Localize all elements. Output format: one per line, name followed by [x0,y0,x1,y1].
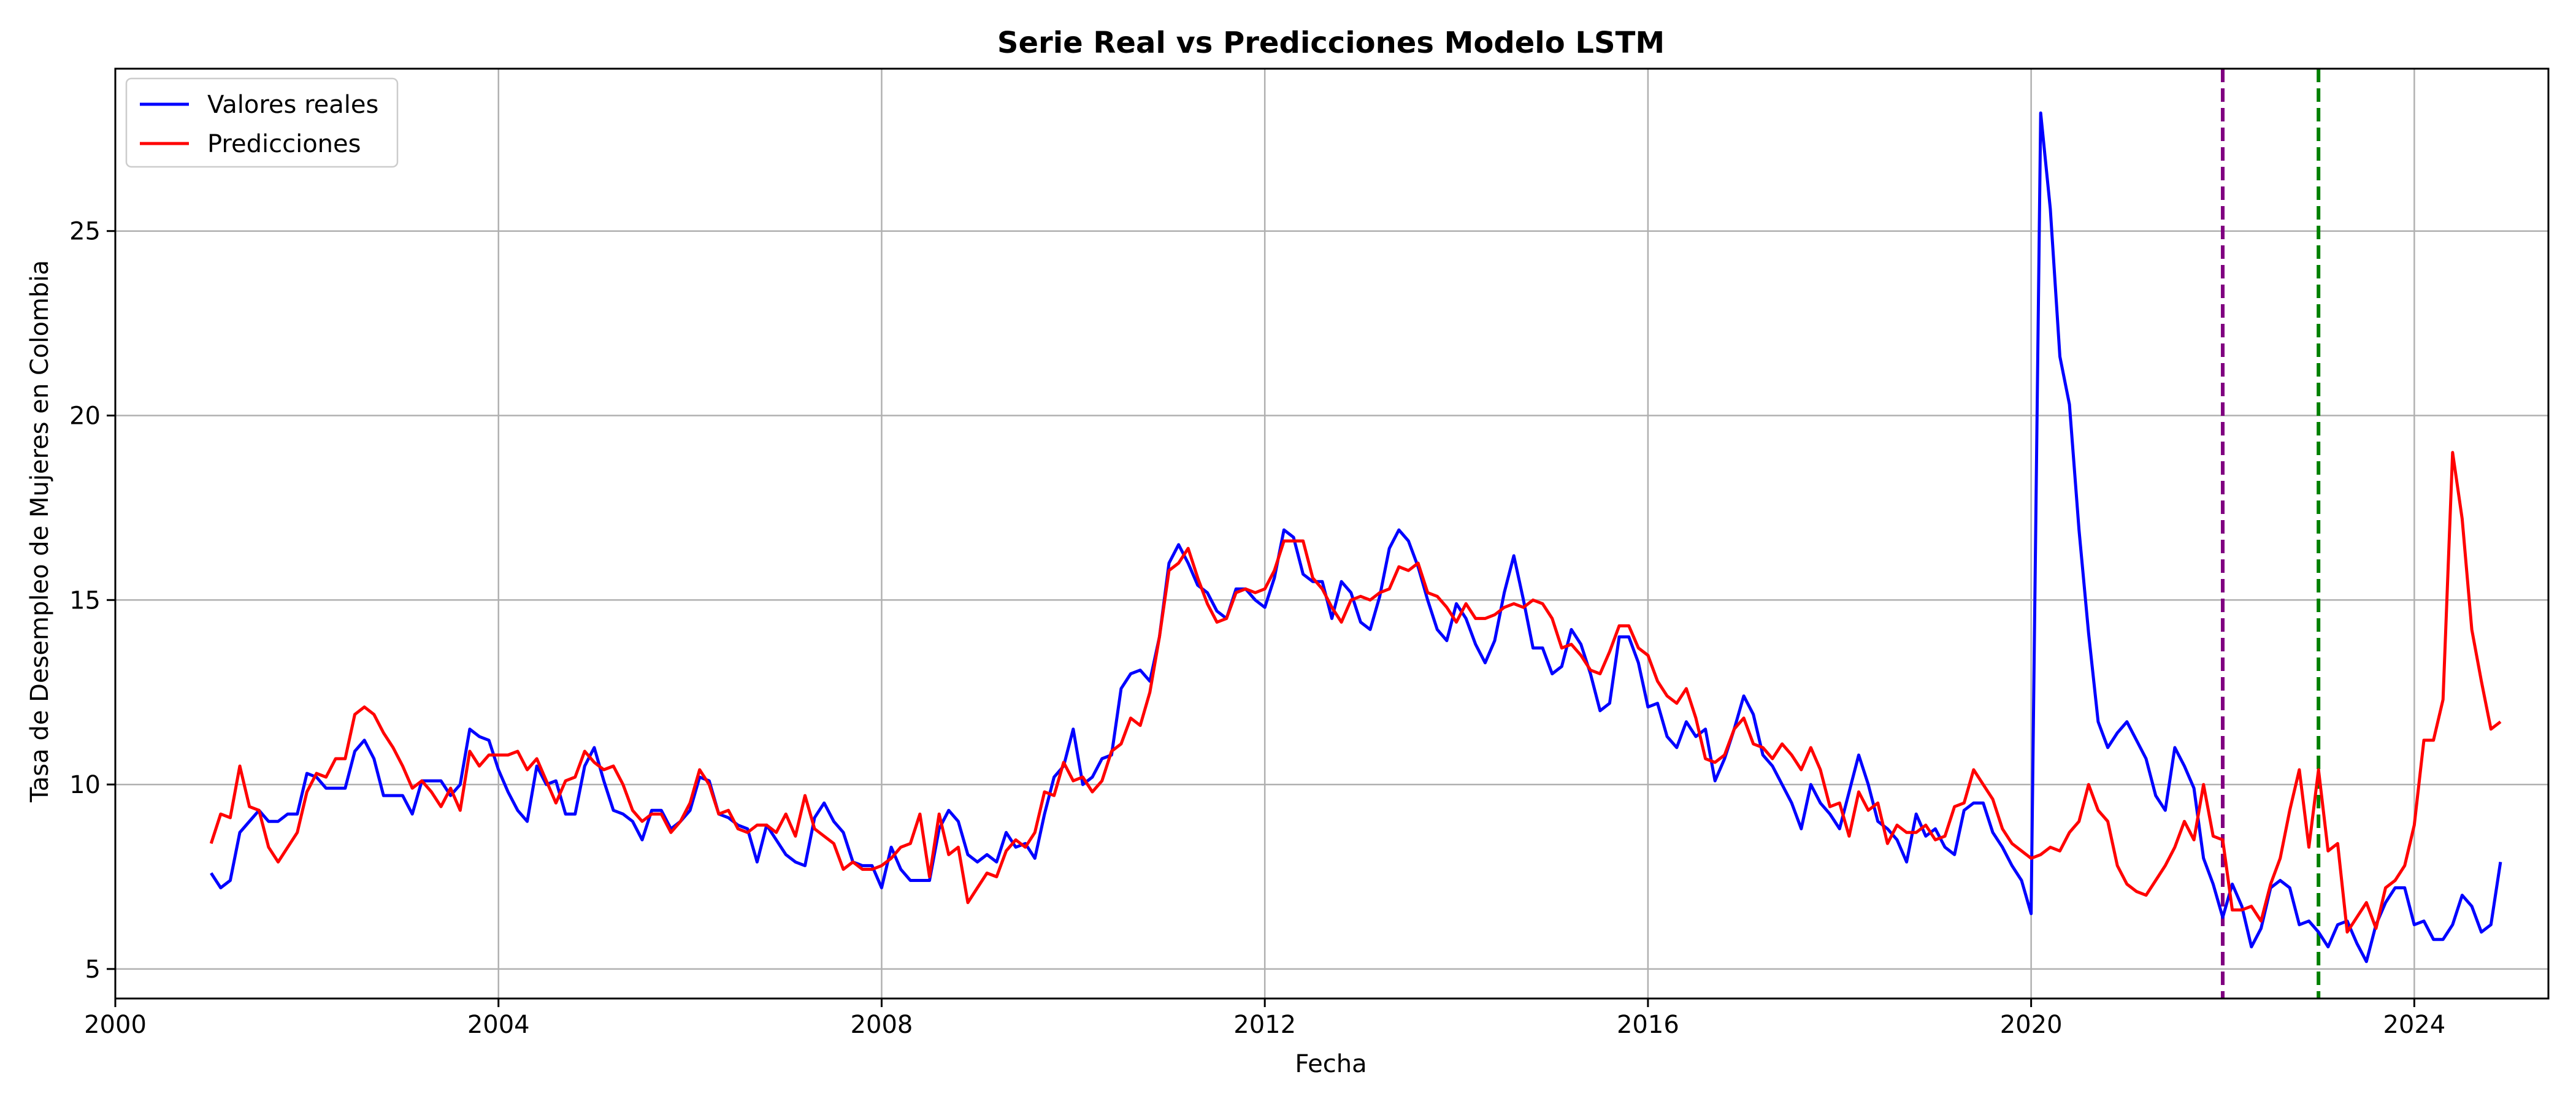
series-line-1 [209,451,2502,934]
legend: Valores reales Predicciones [125,77,399,168]
y-axis-label: Tasa de Desempleo de Mujeres en Colombia [26,260,54,803]
chart-title: Serie Real vs Predicciones Modelo LSTM [997,26,1665,60]
x-tick-label: 2004 [467,1011,530,1039]
y-tick-label: 10 [69,771,101,799]
x-tick-label: 2012 [1233,1011,1296,1039]
y-tick-label: 15 [69,586,101,615]
x-axis-label: Fecha [1295,1050,1367,1078]
y-tick-label: 5 [85,956,101,984]
x-tick-label: 2000 [84,1011,147,1039]
plot-frame [114,67,2550,1000]
x-tick-label: 2020 [2000,1011,2063,1039]
x-tick-label: 2008 [851,1011,913,1039]
series-line-0 [210,111,2502,964]
legend-box [125,77,399,168]
axis-ticks: 2000 2004 2008 2012 2016 2020 2024 5 10 15 20 25 [69,218,2445,1039]
grid [114,69,2548,999]
x-tick-label: 2016 [1617,1011,1679,1039]
y-tick-label: 20 [69,402,101,430]
x-tick-label: 2024 [2383,1011,2445,1039]
y-tick-label: 25 [69,218,101,246]
legend-label: Valores reales [207,91,378,119]
legend-label: Predicciones [207,130,361,158]
series-lines [209,111,2502,964]
